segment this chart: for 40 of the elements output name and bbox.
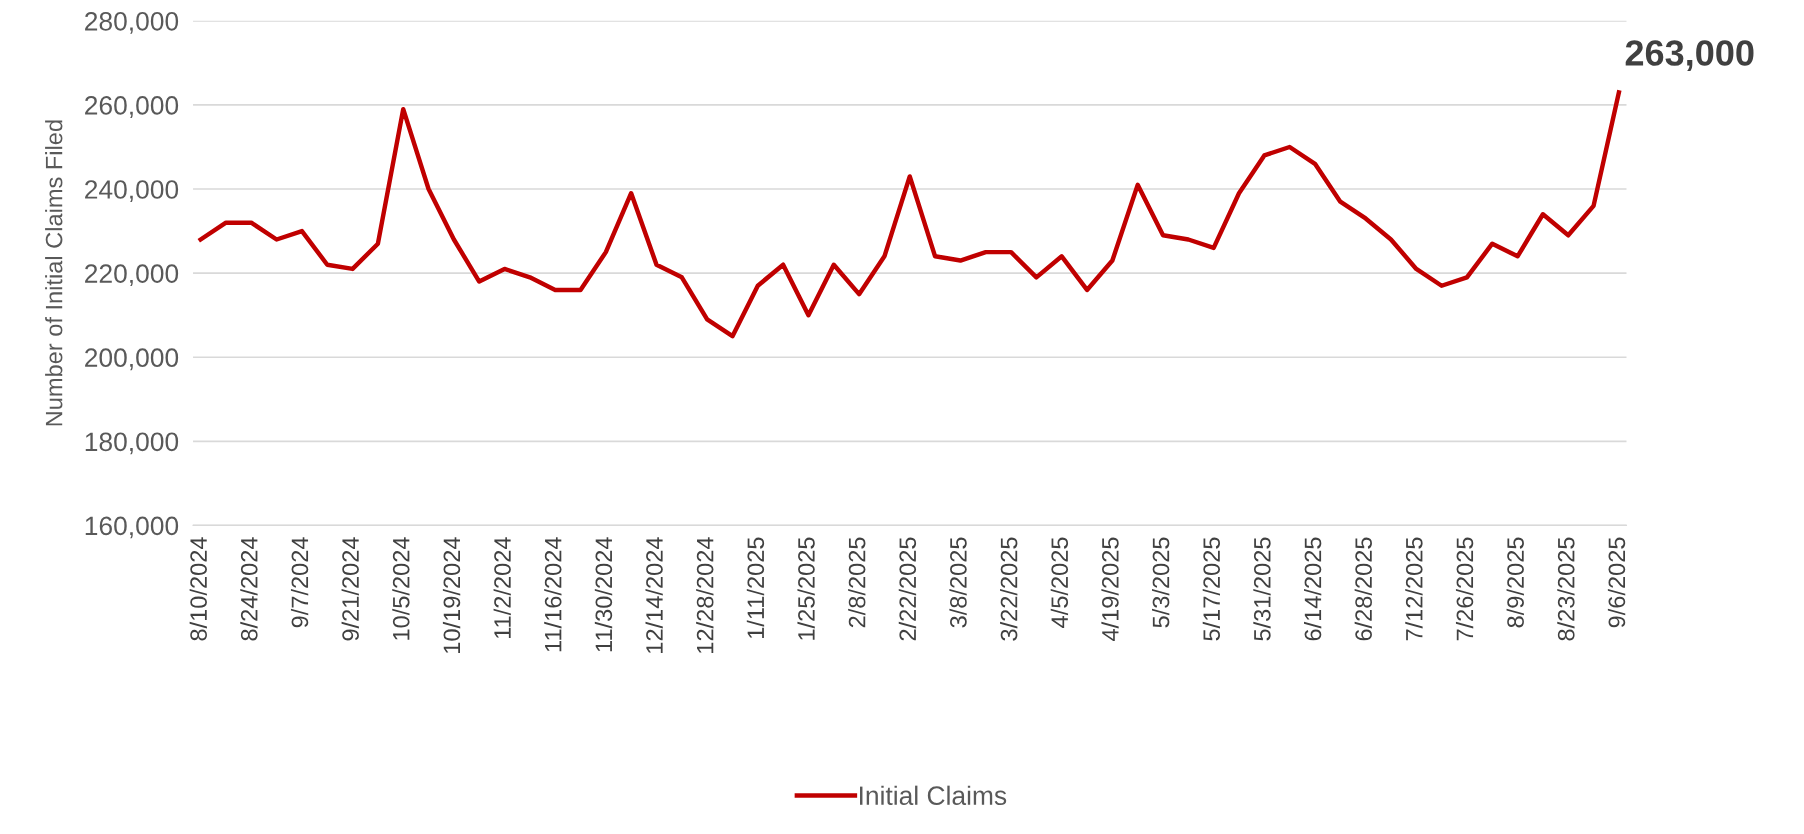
y-tick-label: 180,000 [85, 432, 179, 455]
x-tick-label: 11/30/2024 [594, 537, 613, 652]
x-tick-label: 8/10/2024 [189, 537, 207, 641]
x-tick-label: 9/7/2024 [290, 537, 309, 628]
annotation: 263,000 [1625, 40, 1754, 71]
y-tick-label: 220,000 [85, 264, 179, 287]
x-tick-label: 7/26/2025 [1455, 537, 1474, 641]
x-tick-label: 8/24/2024 [240, 537, 258, 641]
x-tick-label: 12/14/2024 [645, 537, 663, 653]
y-tick-label: 160,000 [85, 516, 179, 539]
x-tick-label: 6/28/2025 [1354, 537, 1372, 641]
x-tick-label: 8/23/2025 [1557, 537, 1575, 641]
x-tick-label: 11/16/2024 [544, 537, 562, 652]
x-tick-label: 5/3/2025 [1152, 537, 1170, 628]
x-tick-label: 9/21/2024 [341, 537, 359, 641]
x-tick-label: 1/25/2025 [797, 537, 815, 640]
y-tick-label: 280,000 [85, 11, 179, 34]
x-tick-label: 2/8/2025 [848, 537, 866, 628]
x-tick-label: 11/2/2024 [493, 537, 511, 639]
y-tick-label: 240,000 [85, 180, 179, 202]
x-tick-label: 7/12/2025 [1405, 537, 1423, 641]
x-tick-label: 3/8/2025 [949, 537, 967, 628]
x-tick-label: 12/28/2024 [696, 537, 714, 653]
x-tick-label: 6/14/2025 [1303, 537, 1322, 641]
y-axis-title: Number of Initial Claims Filed [45, 120, 63, 426]
x-tick-label: 4/19/2025 [1101, 537, 1119, 642]
legend-label: Initial Claims [860, 785, 1007, 806]
line-series [198, 90, 1622, 339]
x-tick-label: 8/9/2025 [1506, 537, 1524, 628]
x-tick-label: 1/11/2025 [746, 537, 765, 639]
x-tick-label: 10/19/2024 [442, 537, 461, 653]
x-tick-label: 5/17/2025 [1202, 537, 1221, 641]
x-tick-label: 10/5/2024 [392, 537, 410, 640]
x-tick-label: 9/6/2025 [1607, 537, 1626, 628]
x-tick-label: 3/22/2025 [1000, 537, 1018, 641]
x-tick-label: 4/5/2025 [1050, 537, 1069, 628]
y-tick-label: 200,000 [85, 348, 179, 371]
y-tick-label: 260,000 [85, 96, 179, 118]
x-tick-label: 2/22/2025 [898, 537, 917, 641]
x-tick-label: 5/31/2025 [1253, 537, 1271, 641]
